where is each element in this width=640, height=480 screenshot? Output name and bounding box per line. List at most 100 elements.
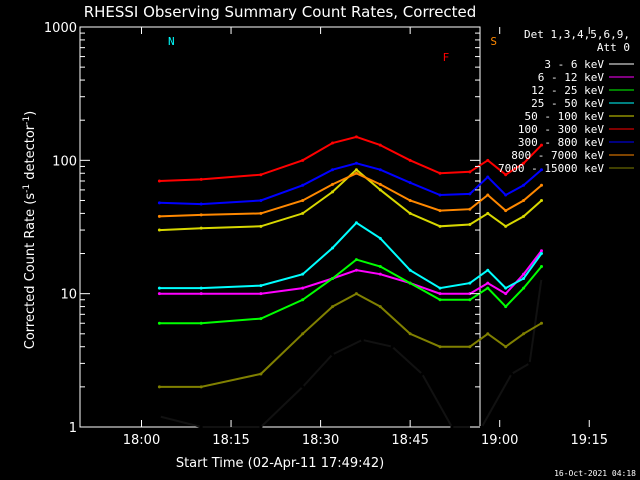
data-point (354, 161, 358, 165)
data-point (522, 272, 526, 276)
data-point (486, 268, 490, 272)
data-point (331, 246, 335, 250)
data-point (522, 332, 526, 336)
plot-frame (79, 26, 481, 428)
data-point (522, 214, 526, 218)
data-point (408, 158, 412, 162)
event-flag-label: F (443, 51, 450, 64)
data-point (301, 183, 305, 187)
data-point (522, 183, 526, 187)
data-point (486, 193, 490, 197)
legend-entry-label: 800 - 7000 keV (511, 149, 604, 162)
data-point (480, 425, 484, 429)
data-point (157, 321, 161, 325)
data-point (504, 193, 508, 197)
data-point (539, 183, 543, 187)
data-point (539, 321, 543, 325)
data-point (486, 211, 490, 215)
data-point (157, 414, 161, 418)
data-point (504, 224, 508, 228)
x-tick-label: 19:00 (481, 433, 518, 448)
data-point (378, 168, 382, 172)
data-point (504, 305, 508, 309)
data-point (510, 372, 514, 376)
data-point (331, 276, 335, 280)
data-point (539, 252, 543, 256)
data-point (486, 175, 490, 179)
data-point (157, 286, 161, 290)
data-point (468, 223, 472, 227)
y-tick-label: 1 (69, 421, 77, 436)
data-point (408, 198, 412, 202)
data-point (408, 281, 412, 285)
legend-header-line-1: Det 1,3,4,5,6,9, (524, 28, 630, 41)
data-point (504, 345, 508, 349)
data-point (354, 171, 358, 175)
data-point (354, 258, 358, 262)
series-line (159, 172, 543, 218)
data-point (259, 425, 263, 429)
data-point (331, 352, 335, 356)
event-flag-label: S (490, 35, 497, 48)
legend-header-line-2: Att 0 (597, 41, 630, 54)
data-point (438, 209, 442, 213)
x-axis-label: Start Time (02-Apr-11 17:49:42) (176, 456, 384, 471)
series-line (159, 258, 543, 325)
data-point (259, 317, 263, 321)
y-tick-label: 10 (60, 288, 77, 303)
data-point (331, 168, 335, 172)
data-point (504, 209, 508, 213)
data-point (259, 211, 263, 215)
data-point (331, 190, 335, 194)
data-point (301, 286, 305, 290)
data-point (486, 158, 490, 162)
data-point (354, 268, 358, 272)
data-point (468, 298, 472, 302)
chart-title: RHESSI Observing Summary Count Rates, Co… (84, 3, 477, 21)
data-point (259, 198, 263, 202)
data-point (408, 332, 412, 336)
data-point (420, 372, 424, 376)
y-tick-label: 1000 (44, 21, 77, 36)
data-point (199, 177, 203, 181)
data-point (504, 286, 508, 290)
data-point (354, 292, 358, 296)
data-point (301, 272, 305, 276)
data-point (360, 338, 364, 342)
data-point (157, 228, 161, 232)
series-line (159, 162, 543, 206)
data-point (259, 372, 263, 376)
series-line (159, 135, 543, 182)
series-line (159, 278, 543, 428)
x-tick-label: 19:15 (571, 433, 608, 448)
series-line (159, 292, 543, 388)
annotation-layer: N F S (168, 35, 497, 64)
data-point (199, 202, 203, 206)
data-point (539, 168, 543, 172)
data-point (301, 158, 305, 162)
series-line (159, 168, 543, 232)
data-point (468, 292, 472, 296)
data-point (259, 292, 263, 296)
data-point (259, 224, 263, 228)
data-point (301, 298, 305, 302)
data-point (331, 141, 335, 145)
data-point (539, 276, 543, 280)
data-point (378, 264, 382, 268)
axis-layer: 18:00 18:15 18:30 18:45 19:00 19:15 1 10 100 1000 (44, 21, 608, 448)
legend-entry-label: 100 - 300 keV (518, 123, 604, 136)
data-point (199, 292, 203, 296)
data-point (539, 143, 543, 147)
data-point (157, 214, 161, 218)
data-point (199, 226, 203, 230)
data-point (157, 201, 161, 205)
data-point (331, 305, 335, 309)
data-point (539, 198, 543, 202)
data-point (522, 276, 526, 280)
data-point (522, 286, 526, 290)
legend-entry-label: 300 - 800 keV (518, 136, 604, 149)
data-point (408, 268, 412, 272)
data-point (486, 281, 490, 285)
data-point (438, 286, 442, 290)
